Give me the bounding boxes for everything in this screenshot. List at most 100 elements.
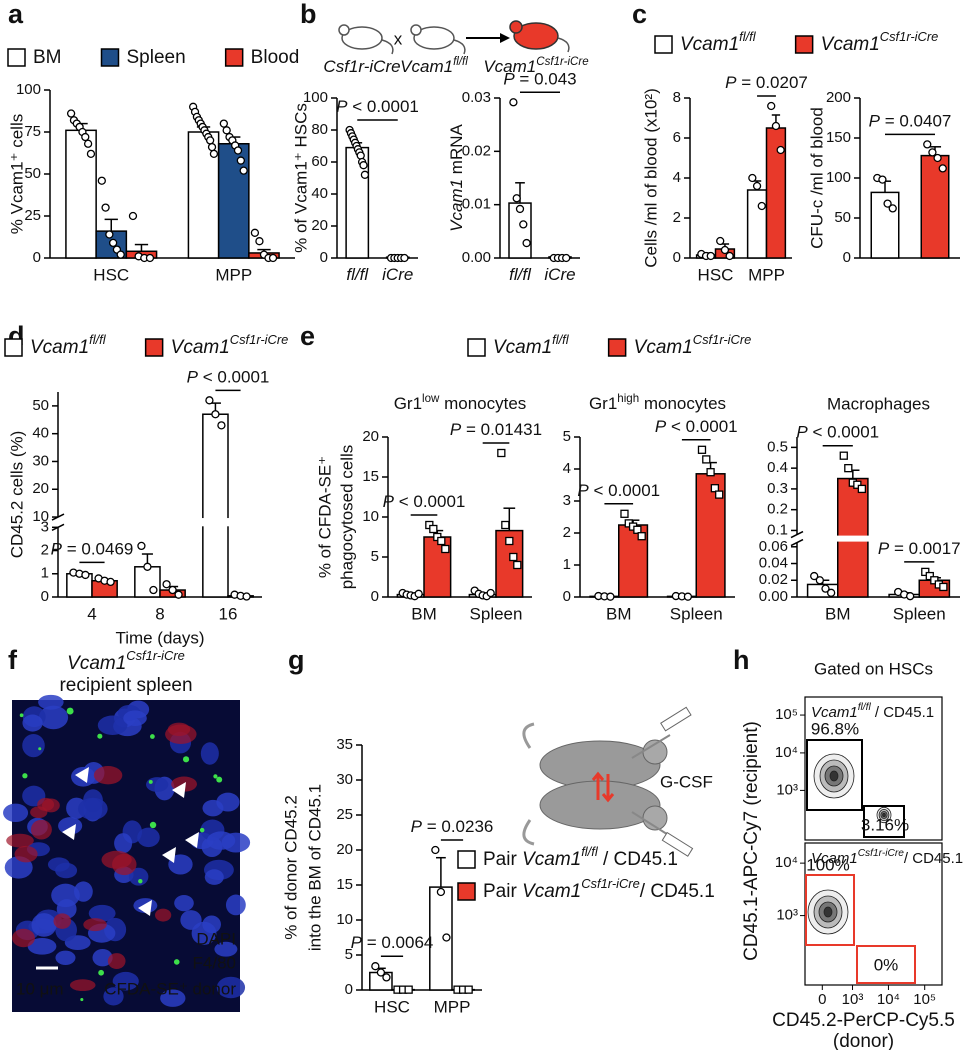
data-point [414,589,423,598]
chart-title: Gr1high monocytes [589,393,726,413]
y-tick-label: 3 [41,518,49,535]
y-tick-label: 100 [826,169,851,186]
y-tick-label: 20 [311,217,328,234]
y-tick-label: 60 [311,153,328,170]
text-part: Gr1 [394,394,422,413]
legend-swatch [457,850,476,869]
data-point [515,204,525,214]
contour [823,906,833,918]
y-tick-label: 0.5 [767,438,788,455]
gate [805,874,855,946]
y-tick-label: 0.2 [767,501,788,518]
y-tick-label: 200 [826,89,851,106]
text-part: P [450,420,462,439]
y-tick-label: 3 [563,492,571,509]
text-part: P [336,97,348,116]
y-tick-label: 5 [345,946,353,963]
nucleus [92,948,113,967]
x-axis-title: Time (days) [115,628,204,647]
donor-signal [216,776,223,783]
panel-label: c [632,0,647,29]
text-part: Vcam1 [680,34,739,55]
data-point [219,119,228,128]
y-tick-label: 1 [563,556,571,573]
legend-swatch [224,48,244,67]
data-point [162,580,171,589]
text-part: P [869,112,881,131]
bar [202,413,229,598]
nucleus [123,710,147,726]
data-point [437,536,446,546]
legend-label: Pair Vcam1fl/fl / CD45.1 [483,844,678,870]
image-title: recipient spleen [59,675,192,696]
text-part: fl/fl [453,56,468,68]
nucleus [22,733,45,758]
y-tick-label: 0.4 [767,459,788,476]
text-part: Vcam1 [634,337,693,358]
data-point [939,582,948,592]
bar [746,189,768,259]
nucleus [191,921,217,945]
data-point [562,253,571,263]
legend-label: Pair Vcam1Csf1r-iCre/ CD45.1 [483,876,715,902]
panel-label: e [300,321,315,351]
text-part: low [422,393,440,405]
data-point [81,132,90,142]
arrowhead [172,782,186,798]
donor-signal [38,747,42,751]
y-tick-label: 30 [32,452,49,469]
donor-signal [182,756,190,763]
data-point [486,588,495,598]
data-point [938,164,947,173]
p-value: P < 0.0001 [383,492,466,511]
data-point [233,146,243,155]
data-point [633,525,642,534]
y-tick-label: 0.3 [767,480,788,497]
nucleus [55,950,76,965]
strain-label: Csf1r-iCre [323,57,400,76]
data-point [97,176,106,185]
p-value: P = 0.0407 [869,112,952,131]
data-point [205,136,215,145]
text-part: < 0.0001 [666,417,737,436]
donor-signal [173,959,180,965]
data-point [128,211,138,221]
text-part: Vcam1 [171,337,230,358]
text-part: fl/fl [739,29,757,44]
donor-signal [97,733,103,739]
gate-percentage: 3.16% [861,815,909,834]
panel-label: g [288,645,305,675]
legend-swatch [654,35,673,54]
data-point [771,121,781,131]
text-part: Csf1r-iCre [230,332,289,347]
nucleus [214,941,238,957]
legend-label: Vcam1Csf1r-iCre [171,332,289,358]
y-tick-label: 0.02 [462,142,491,159]
nucleus [114,833,133,854]
text-part: iCre [382,265,413,284]
x-tick-label: MPP [434,997,471,1016]
donor-signal [80,998,84,1002]
data-point [360,170,370,179]
axis-break-mark [51,523,65,531]
data-point [757,201,766,211]
panel-label: f [8,645,18,675]
legend-label: Blood [251,47,300,68]
data-point [239,166,248,175]
text-part: Csf1r-iCre [858,848,905,859]
y-tick-label: 4 [673,169,681,186]
nucleus [112,971,139,991]
nucleus [204,869,224,885]
p-value: P = 0.0207 [725,73,808,92]
y-axis-title: % Vcam1⁺ cells [7,114,26,234]
data-point [776,145,785,155]
y-tick-label: 50 [834,209,851,226]
nucleus [216,976,246,999]
data-point [436,887,446,897]
data-point [509,98,518,107]
contour [829,770,839,782]
donor-signal [213,774,218,779]
data-point [933,153,942,163]
text-part: P [655,417,667,436]
text-part: fl/fl [346,265,369,284]
